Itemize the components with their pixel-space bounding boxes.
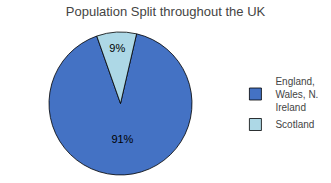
svg-text:9%: 9% xyxy=(109,42,125,54)
svg-text:Scotland: Scotland xyxy=(275,119,314,130)
svg-text:Population Split throughout th: Population Split throughout the UK xyxy=(66,4,266,19)
svg-text:91%: 91% xyxy=(111,133,133,145)
svg-text:England,Wales, N.Ireland: England,Wales, N.Ireland xyxy=(275,76,318,113)
